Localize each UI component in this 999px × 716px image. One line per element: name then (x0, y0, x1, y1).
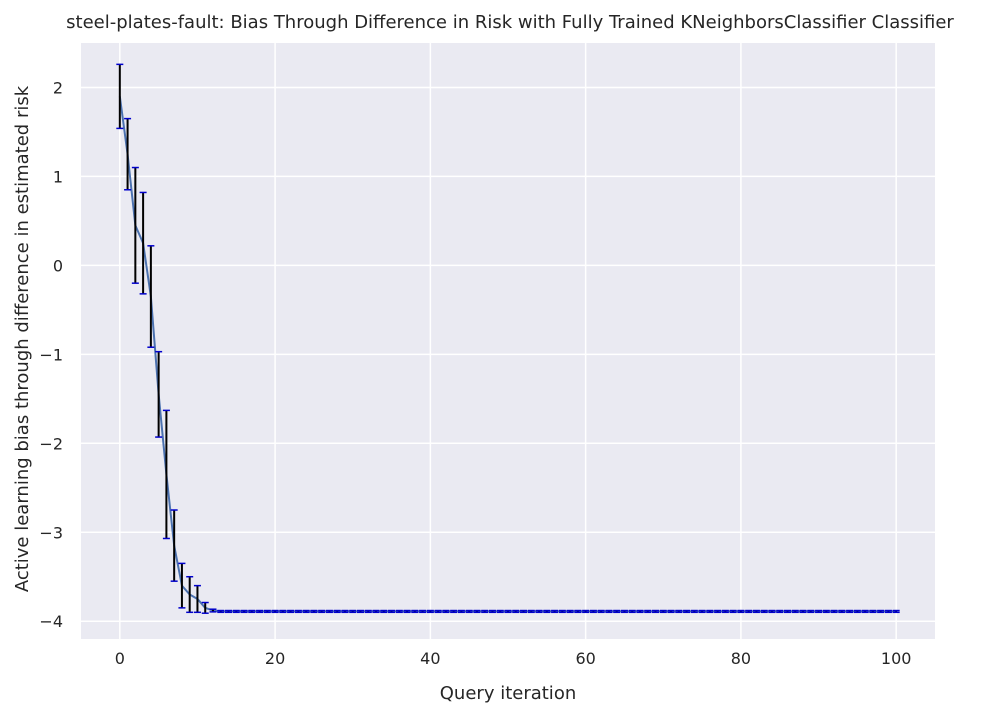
plot-area (81, 43, 935, 639)
y-axis-label: Active learning bias through difference … (12, 85, 33, 592)
x-axis-label: Query iteration (440, 683, 576, 704)
y-tick-label: −2 (39, 434, 63, 453)
y-tick-label: −3 (39, 523, 63, 542)
x-tick-label: 40 (420, 649, 440, 668)
y-tick-label: 2 (53, 78, 63, 97)
x-axis-ticks: 0 20 40 60 80 100 (115, 649, 912, 668)
y-tick-label: −1 (39, 345, 63, 364)
y-tick-label: −4 (39, 612, 63, 631)
x-tick-label: 100 (881, 649, 912, 668)
x-tick-label: 20 (265, 649, 285, 668)
chart-title: steel-plates-fault: Bias Through Differe… (66, 12, 954, 33)
x-tick-label: 80 (731, 649, 751, 668)
y-axis-ticks: −4 −3 −2 −1 0 1 2 (39, 78, 63, 631)
x-tick-label: 60 (575, 649, 595, 668)
series (116, 63, 900, 614)
y-tick-label: 1 (53, 167, 63, 186)
grid (81, 43, 935, 639)
y-tick-label: 0 (53, 256, 63, 275)
x-tick-label: 0 (115, 649, 125, 668)
